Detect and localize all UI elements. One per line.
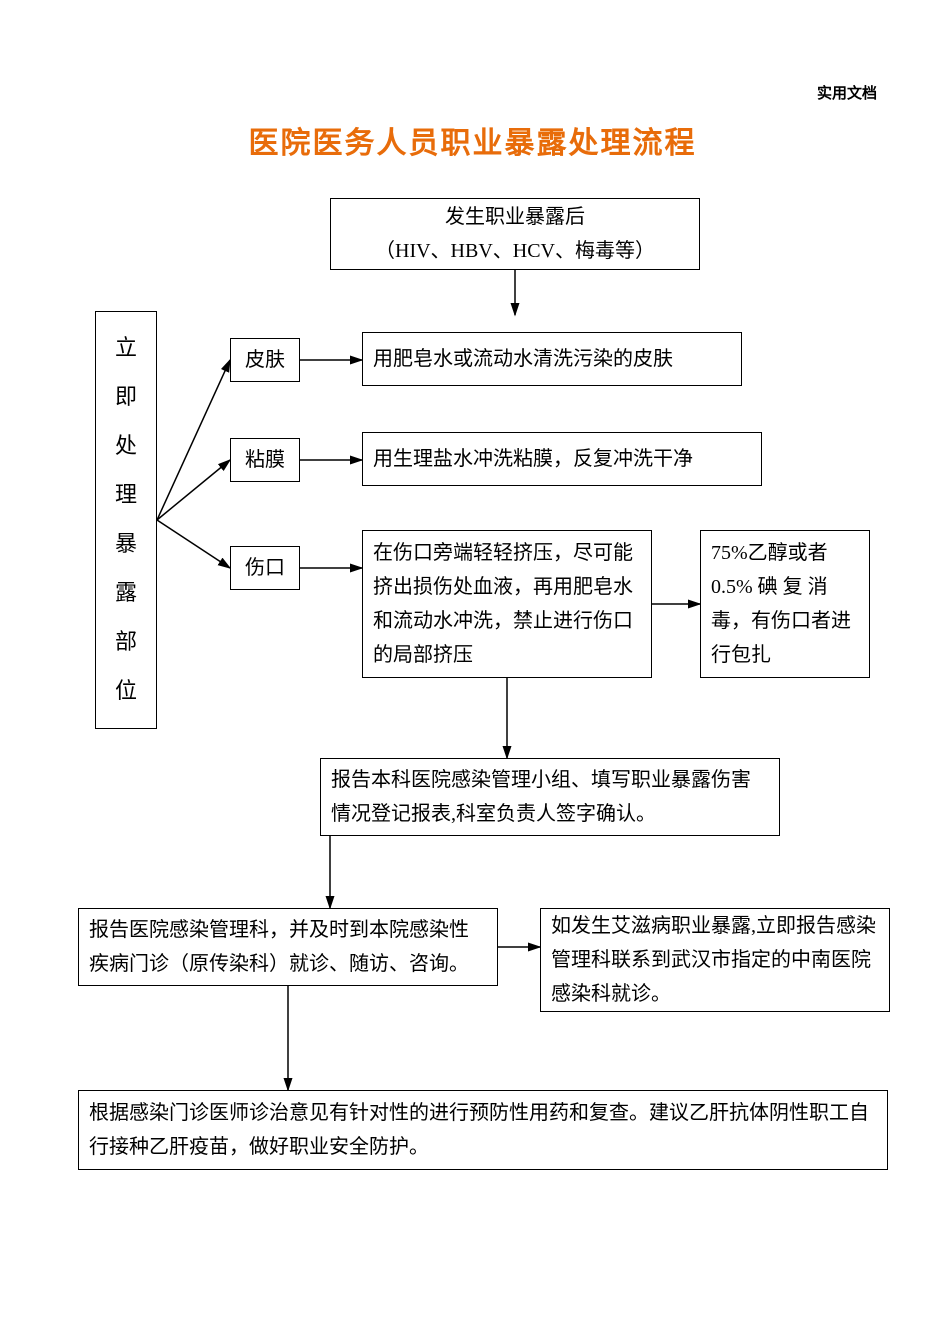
page-title: 医院医务人员职业暴露处理流程: [0, 118, 945, 162]
node-start: 发生职业暴露后 （HIV、HBV、HCV、梅毒等）: [330, 198, 700, 270]
node-mucosa-action: 用生理盐水冲洗粘膜，反复冲洗干净: [362, 432, 762, 486]
node-report3: 如发生艾滋病职业暴露,立即报告感染管理科联系到武汉市指定的中南医院感染科就诊。: [540, 908, 890, 1012]
node-wound-label: 伤口: [230, 546, 300, 590]
node-skin-label: 皮肤: [230, 338, 300, 382]
node-wound-action: 在伤口旁端轻轻挤压，尽可能挤出损伤处血液，再用肥皂水和流动水冲洗，禁止进行伤口的…: [362, 530, 652, 678]
node-skin-action: 用肥皂水或流动水清洗污染的皮肤: [362, 332, 742, 386]
node-mucosa-label: 粘膜: [230, 438, 300, 482]
node-report2: 报告医院感染管理科，并及时到本院感染性疾病门诊（原传染科）就诊、随访、咨询。: [78, 908, 498, 986]
node-wound-action2: 75%乙醇或者0.5% 碘 复 消毒，有伤口者进行包扎: [700, 530, 870, 678]
node-final: 根据感染门诊医师诊治意见有针对性的进行预防性用药和复查。建议乙肝抗体阴性职工自行…: [78, 1090, 888, 1170]
header-tag: 实用文档: [817, 82, 877, 103]
node-vertical-label: 立即处理暴露部位: [95, 311, 157, 729]
start-line2: （HIV、HBV、HCV、梅毒等）: [375, 234, 655, 268]
node-report1: 报告本科医院感染管理小组、填写职业暴露伤害情况登记报表,科室负责人签字确认。: [320, 758, 780, 836]
start-line1: 发生职业暴露后: [375, 200, 655, 234]
